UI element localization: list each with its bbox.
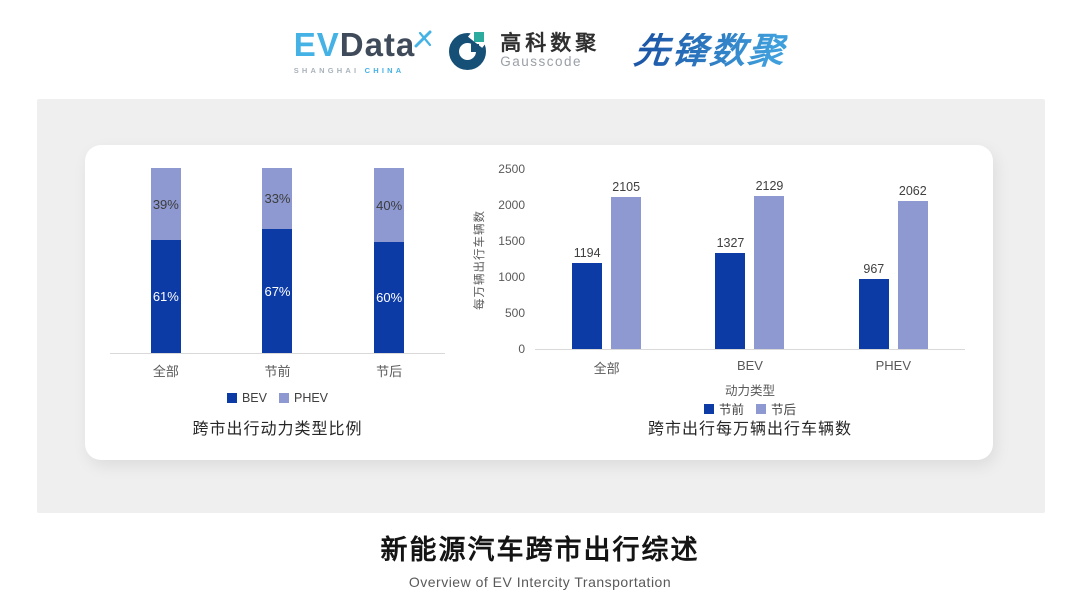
bar-segment-phev-1: 33%	[262, 168, 293, 230]
bar-segment-phev-2: 40%	[374, 168, 405, 242]
bar-group-1: 1327 2129	[715, 179, 785, 349]
charts-panel: 39% 61% 33% 67% 40% 60% 全部 节前 节后 BEV PHEV 跨市出行动力…	[85, 145, 993, 460]
bar-value-label: 2105	[612, 180, 641, 195]
legend-label-0: BEV	[241, 391, 267, 405]
legend-swatch-1	[756, 403, 766, 414]
category-label-2: 节后	[376, 364, 403, 379]
category-label-0: 全部	[152, 364, 179, 379]
bar-节前-1: 1327	[715, 236, 746, 349]
evdata-shanghai-text: SHANGHAI	[293, 65, 360, 75]
legend-item-1: 节后	[756, 399, 796, 418]
evdata-wordmark: EVData	[293, 25, 432, 63]
x-axis-title: 动力类型	[724, 384, 775, 398]
stacked-chart-categories: 全部 节前 节后	[110, 361, 445, 380]
evdata-subtext: SHANGHAI CHINA	[294, 66, 405, 75]
bar-group-0: 1194 2105	[572, 180, 642, 349]
legend-label-0: 节前	[718, 403, 744, 417]
y-tick-500: 500	[504, 306, 525, 320]
category-label-1: BEV	[736, 358, 763, 373]
bar-segment-bev-0: 61%	[150, 240, 181, 353]
category-label-2: PHEV	[875, 358, 912, 373]
gausscode-cn-text: 高科数聚	[500, 31, 601, 55]
evdata-ev-text: EV	[293, 25, 340, 63]
segment-value-label: 60%	[376, 290, 403, 305]
gausscode-g-icon	[449, 24, 493, 72]
content-card: 39% 61% 33% 67% 40% 60% 全部 节前 节后 BEV PHEV 跨市出行动力…	[37, 99, 1045, 513]
bar-value-label: 1327	[716, 236, 745, 251]
gausscode-wordmark: 高科数聚 Gausscode	[500, 31, 601, 69]
stacked-bar-0: 39% 61%	[150, 168, 181, 353]
evdata-x-icon	[413, 21, 433, 54]
grouped-bar-chart: 每万辆出行车辆数 0 500 1000 1500 2000 2500 1194 2105 132…	[474, 145, 965, 460]
legend-swatch-0	[703, 403, 714, 414]
stacked-bar-chart: 39% 61% 33% 67% 40% 60% 全部 节前 节后 BEV PHEV 跨市出行动力…	[110, 145, 470, 460]
evdata-data-text: Data	[339, 25, 416, 63]
legend-swatch-1	[278, 393, 289, 403]
category-label-1: 节前	[264, 364, 291, 379]
bar-节后-0: 2105	[611, 180, 642, 349]
bar-group-2: 967 2062	[858, 184, 928, 349]
evdata-logo: EVData SHANGHAI CHINA	[293, 25, 432, 75]
category-label-0: 全部	[593, 361, 620, 376]
stacked-bar-1: 33% 67%	[262, 168, 293, 353]
y-tick-1000: 1000	[498, 270, 525, 284]
legend-label-1: 节后	[771, 403, 797, 417]
legend-item-1: PHEV	[278, 391, 329, 405]
stacked-chart-legend: BEV PHEV	[110, 391, 445, 405]
y-tick-2500: 2500	[498, 162, 525, 176]
bar-value-label: 2129	[755, 178, 784, 193]
bar-节前-2: 967	[858, 262, 889, 349]
stacked-chart-plot-area: 39% 61% 33% 67% 40% 60%	[110, 168, 445, 354]
stacked-bar-2: 40% 60%	[374, 168, 405, 353]
logo-header: EVData SHANGHAI CHINA	[0, 16, 1080, 86]
gausscode-logo: 高科数聚 Gausscode	[449, 24, 601, 72]
legend-item-0: BEV	[226, 391, 267, 405]
bar-value-label: 967	[863, 262, 885, 277]
grouped-chart-title: 跨市出行每万辆出行车辆数	[647, 421, 852, 438]
grouped-chart-categories: 全部 BEV PHEV	[535, 358, 965, 377]
footer: 新能源汽车跨市出行综述 Overview of EV Intercity Tra…	[0, 528, 1080, 590]
bar-节前-0: 1194	[572, 246, 603, 349]
bar-segment-phev-0: 39%	[150, 168, 181, 241]
y-axis-title-text: 每万辆出行车辆数	[474, 210, 486, 310]
y-tick-1500: 1500	[498, 234, 525, 248]
bar-节后-2: 2062	[897, 184, 928, 349]
gausscode-en-text: Gausscode	[500, 53, 583, 69]
xianfeng-logo: 先锋数聚	[632, 30, 789, 71]
bar-segment-bev-1: 67%	[262, 229, 293, 353]
segment-value-label: 33%	[264, 191, 291, 207]
legend-item-0: 节前	[703, 399, 744, 418]
evdata-china-text: CHINA	[364, 65, 405, 75]
grouped-chart-legend: 节前 节后	[535, 399, 965, 418]
bar-节后-1: 2129	[754, 179, 785, 349]
bar-value-label: 2062	[898, 183, 927, 198]
legend-swatch-0	[226, 393, 237, 403]
y-axis-title: 每万辆出行车辆数	[469, 170, 489, 350]
page-subtitle: Overview of EV Intercity Transportation	[408, 574, 672, 590]
bar-segment-bev-2: 60%	[374, 242, 405, 353]
legend-label-1: PHEV	[293, 391, 329, 405]
y-tick-2000: 2000	[498, 198, 525, 212]
grouped-chart-plot-area: 0 500 1000 1500 2000 2500 1194 2105 1327 2129 967 2…	[498, 162, 965, 356]
stacked-chart-title: 跨市出行动力类型比例	[192, 421, 363, 438]
bar-value-label: 1194	[573, 246, 601, 261]
y-tick-0: 0	[518, 342, 525, 356]
segment-value-label: 39%	[152, 196, 179, 212]
page-title: 新能源汽车跨市出行综述	[380, 535, 700, 565]
segment-value-label: 67%	[264, 283, 291, 299]
segment-value-label: 40%	[376, 197, 403, 213]
segment-value-label: 61%	[152, 289, 179, 305]
